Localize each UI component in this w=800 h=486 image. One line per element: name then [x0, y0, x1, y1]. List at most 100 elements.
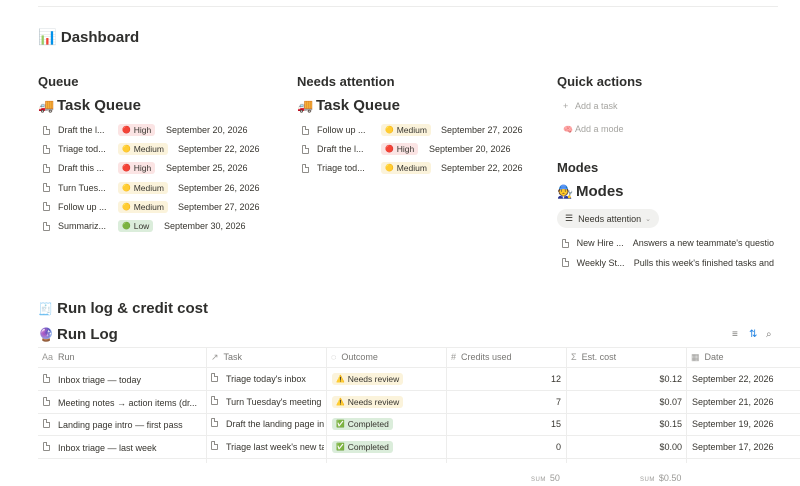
priority-cell: 🟡 Medium	[118, 181, 178, 194]
outcome-cell[interactable]: ✅ Completed	[332, 418, 393, 430]
column-header-task[interactable]: ↗ Task	[211, 348, 242, 366]
mode-row[interactable]: New Hire ... Answers a new teammate's que…	[562, 234, 774, 252]
credits-cell[interactable]: 0	[555, 441, 561, 452]
runlog-db-title-text: Run Log	[57, 326, 118, 343]
outcome-cell[interactable]: ⚠️ Needs review	[332, 373, 404, 385]
task-row[interactable]: Triage tod... 🟡 Medium September 22, 2026	[43, 140, 260, 158]
column-divider	[326, 347, 327, 463]
task-row[interactable]: Draft this ... 🔴 High September 25, 2026	[43, 159, 248, 177]
mode-description: Answers a new teammate's questio	[632, 238, 774, 248]
task-row[interactable]: Summariz... 🟢 Low September 30, 2026	[43, 217, 246, 235]
column-divider	[686, 347, 687, 463]
attention-db-title[interactable]: 🚚 Task Queue	[297, 97, 400, 114]
priority-badge: 🔴 High	[118, 124, 156, 136]
column-header-outcome[interactable]: ◌ Outcome	[331, 348, 378, 366]
task-row[interactable]: Draft the l... 🔴 High September 20, 2026	[302, 140, 511, 158]
page-icon	[302, 125, 309, 135]
task-row[interactable]: Follow up ... 🟡 Medium September 27, 2026	[43, 198, 260, 216]
row-border	[38, 390, 800, 391]
credits-cell[interactable]: 15	[550, 419, 561, 429]
priority-badge: 🟡 Medium	[118, 181, 168, 194]
status-icon: ◌	[331, 352, 337, 362]
task-relation-cell[interactable]: Triage today's inbox	[211, 373, 324, 384]
priority-label: Medium	[133, 201, 164, 212]
task-name: Triage tod...	[317, 163, 365, 174]
column-header-task-label: Task	[223, 352, 243, 362]
outcome-cell[interactable]: ⚠️ Needs review	[332, 395, 404, 408]
text-type-icon: Aa	[42, 352, 54, 362]
page-icon	[211, 373, 218, 382]
column-header-credits-label: Credits used	[461, 352, 512, 362]
outcome-cell[interactable]: ✅ Completed	[332, 440, 393, 453]
priority-cell: 🔴 High	[118, 162, 166, 175]
attention-heading: Needs attention	[297, 74, 395, 89]
priority-label: High	[133, 125, 152, 135]
run-cell[interactable]: Landing page intro — first pass	[43, 419, 203, 430]
date-cell[interactable]: September 21, 2026	[692, 396, 774, 407]
column-divider	[206, 347, 207, 463]
run-name: Inbox triage — last week	[58, 442, 157, 453]
task-row[interactable]: Draft the l... 🔴 High September 20, 2026	[43, 121, 248, 139]
mode-name: New Hire ...	[576, 238, 624, 248]
add-task-button[interactable]: + Add a task	[563, 101, 618, 111]
task-row[interactable]: Follow up ... 🟡 Medium September 27, 2026	[302, 121, 523, 139]
task-date: September 30, 2026	[164, 221, 246, 231]
priority-badge: 🟢 Low	[118, 220, 154, 232]
column-header-credits[interactable]: # Credits used	[451, 348, 512, 366]
task-date: September 20, 2026	[429, 144, 511, 155]
page-icon	[43, 221, 50, 231]
sort-icon[interactable]: ⇅	[749, 329, 758, 340]
column-header-run[interactable]: Aa Run	[42, 348, 75, 366]
task-row[interactable]: Turn Tues... 🟡 Medium September 26, 2026	[43, 179, 260, 197]
people-icon: 🧑‍🔧	[557, 184, 574, 199]
page-title: 📊 Dashboard	[38, 28, 139, 46]
add-mode-button[interactable]: 🧠 Add a mode	[563, 124, 624, 134]
sum-cost: SUM $0.50	[640, 468, 681, 486]
date-cell[interactable]: September 22, 2026	[692, 374, 774, 384]
priority-label: Low	[133, 221, 150, 231]
runlog-db-title[interactable]: 🔮 Run Log	[38, 326, 118, 343]
column-header-date[interactable]: ▦ Date	[691, 348, 724, 366]
priority-dot-icon: 🔴	[122, 127, 131, 134]
date-cell[interactable]: September 19, 2026	[692, 419, 774, 429]
task-relation-cell[interactable]: Draft the landing page int	[211, 418, 324, 429]
add-mode-label: Add a mode	[575, 124, 624, 134]
run-cell[interactable]: Meeting notes → action items (dr...	[43, 396, 203, 408]
modes-db-title[interactable]: 🧑‍🔧 Modes	[557, 183, 624, 200]
row-border	[38, 412, 800, 414]
modes-db-title-text: Modes	[576, 183, 624, 200]
page-title-text: Dashboard	[60, 29, 140, 46]
column-divider	[446, 347, 447, 463]
page-icon	[43, 419, 50, 428]
view-chip-needs-attention[interactable]: ☰ Needs attention ⌄	[557, 209, 659, 228]
mode-row[interactable]: Weekly St... Pulls this week's finished t…	[562, 254, 774, 272]
priority-label: Medium	[396, 125, 427, 135]
task-relation-cell[interactable]: Turn Tuesday's meeting n	[211, 395, 324, 407]
run-cell[interactable]: Inbox triage — today	[43, 374, 203, 385]
priority-dot-icon: 🟢	[122, 223, 131, 230]
page-icon	[302, 144, 309, 154]
column-header-date-label: Date	[704, 352, 724, 362]
task-row[interactable]: Triage tod... 🟡 Medium September 22, 2026	[302, 159, 523, 177]
check-icon: ✅	[336, 421, 345, 428]
page-icon	[43, 396, 50, 406]
task-relation-cell[interactable]: Triage last week's new tas	[211, 440, 324, 452]
priority-label: Medium	[133, 182, 164, 193]
warning-icon: ⚠️	[336, 398, 345, 406]
search-icon[interactable]: ⌕	[766, 329, 772, 340]
relation-arrow-icon: ↗	[211, 351, 219, 362]
outcome-badge: ⚠️ Needs review	[332, 373, 404, 385]
add-task-label: Add a task	[575, 101, 618, 111]
run-cell[interactable]: Inbox triage — last week	[43, 441, 203, 453]
column-header-cost[interactable]: Σ Est. cost	[571, 348, 616, 366]
date-cell[interactable]: September 17, 2026	[692, 441, 774, 452]
plus-icon: +	[563, 101, 569, 111]
queue-db-title[interactable]: 🚚 Task Queue	[38, 97, 141, 114]
priority-dot-icon: 🟡	[385, 165, 394, 173]
priority-dot-icon: 🟡	[385, 127, 394, 134]
runlog-heading: 🧾 Run log & credit cost	[38, 300, 208, 317]
credits-cell[interactable]: 12	[550, 374, 561, 384]
credits-cell[interactable]: 7	[555, 396, 561, 407]
filter-icon[interactable]: ≡	[732, 329, 738, 340]
task-relation-name: Turn Tuesday's meeting n	[226, 396, 324, 407]
